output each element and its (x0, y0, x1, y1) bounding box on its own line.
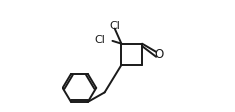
Text: O: O (154, 48, 164, 61)
Text: Cl: Cl (94, 35, 105, 45)
Text: Cl: Cl (109, 21, 120, 31)
